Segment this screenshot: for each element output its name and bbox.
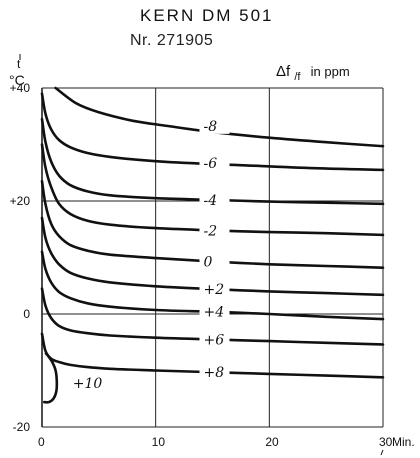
series-line — [40, 216, 385, 297]
series-label: 0 — [204, 254, 213, 270]
label-layer: 0 10 20 30+40+200-20-8-6-4-20+2+4+6+8+10 — [10, 54, 393, 456]
chart-subtitle: Nr. 271905 — [130, 32, 214, 49]
series-label: -2 — [204, 223, 218, 239]
series-line — [40, 92, 385, 172]
x-tick-label: 20 — [265, 435, 279, 449]
series-label: -6 — [204, 156, 218, 172]
y-axis-symbol: t — [17, 57, 21, 71]
series-label: +10 — [73, 376, 103, 392]
right-label-tail: in ppm — [311, 64, 350, 79]
series-label: +4 — [204, 305, 225, 321]
right-label-main: Δf — [276, 63, 291, 80]
series-line — [40, 179, 385, 269]
x-tick-label: 0 — [38, 435, 45, 449]
curve-layer — [40, 86, 385, 404]
x-axis-arrow — [380, 449, 384, 456]
series-line — [40, 287, 385, 346]
x-tick-label: 10 — [152, 435, 166, 449]
series-label-gap — [199, 281, 230, 298]
right-label: Δf /f in ppm — [276, 63, 350, 84]
series-line — [43, 352, 59, 404]
y-tick-label: +40 — [10, 81, 31, 95]
series-label-gap — [199, 222, 230, 239]
series-label: +2 — [204, 282, 225, 298]
series-label-gap — [199, 364, 230, 381]
y-tick-label: -20 — [13, 420, 31, 434]
x-tick-label: 30 — [379, 435, 393, 449]
series-line — [40, 143, 385, 237]
series-label-gap — [199, 155, 230, 172]
series-line — [40, 250, 385, 321]
series-label: +6 — [204, 332, 225, 348]
x-axis-label: Min. — [392, 435, 415, 449]
series-label: +8 — [204, 365, 225, 381]
series-label: -4 — [204, 193, 218, 209]
series-line — [54, 86, 385, 148]
series-label-gap — [199, 303, 230, 320]
series-label-gap — [199, 117, 230, 134]
series-line — [40, 117, 385, 206]
y-tick-label: +20 — [10, 194, 31, 208]
series-label-gap — [199, 191, 230, 208]
y-axis-unit: °C — [9, 72, 25, 88]
right-label-sub: /f — [294, 71, 301, 83]
y-tick-label: 0 — [23, 307, 30, 321]
series-label-gap — [199, 331, 230, 348]
series-label-gap — [199, 253, 230, 270]
chart-title: KERN DM 501 — [140, 6, 274, 25]
series-label: -8 — [204, 119, 218, 135]
